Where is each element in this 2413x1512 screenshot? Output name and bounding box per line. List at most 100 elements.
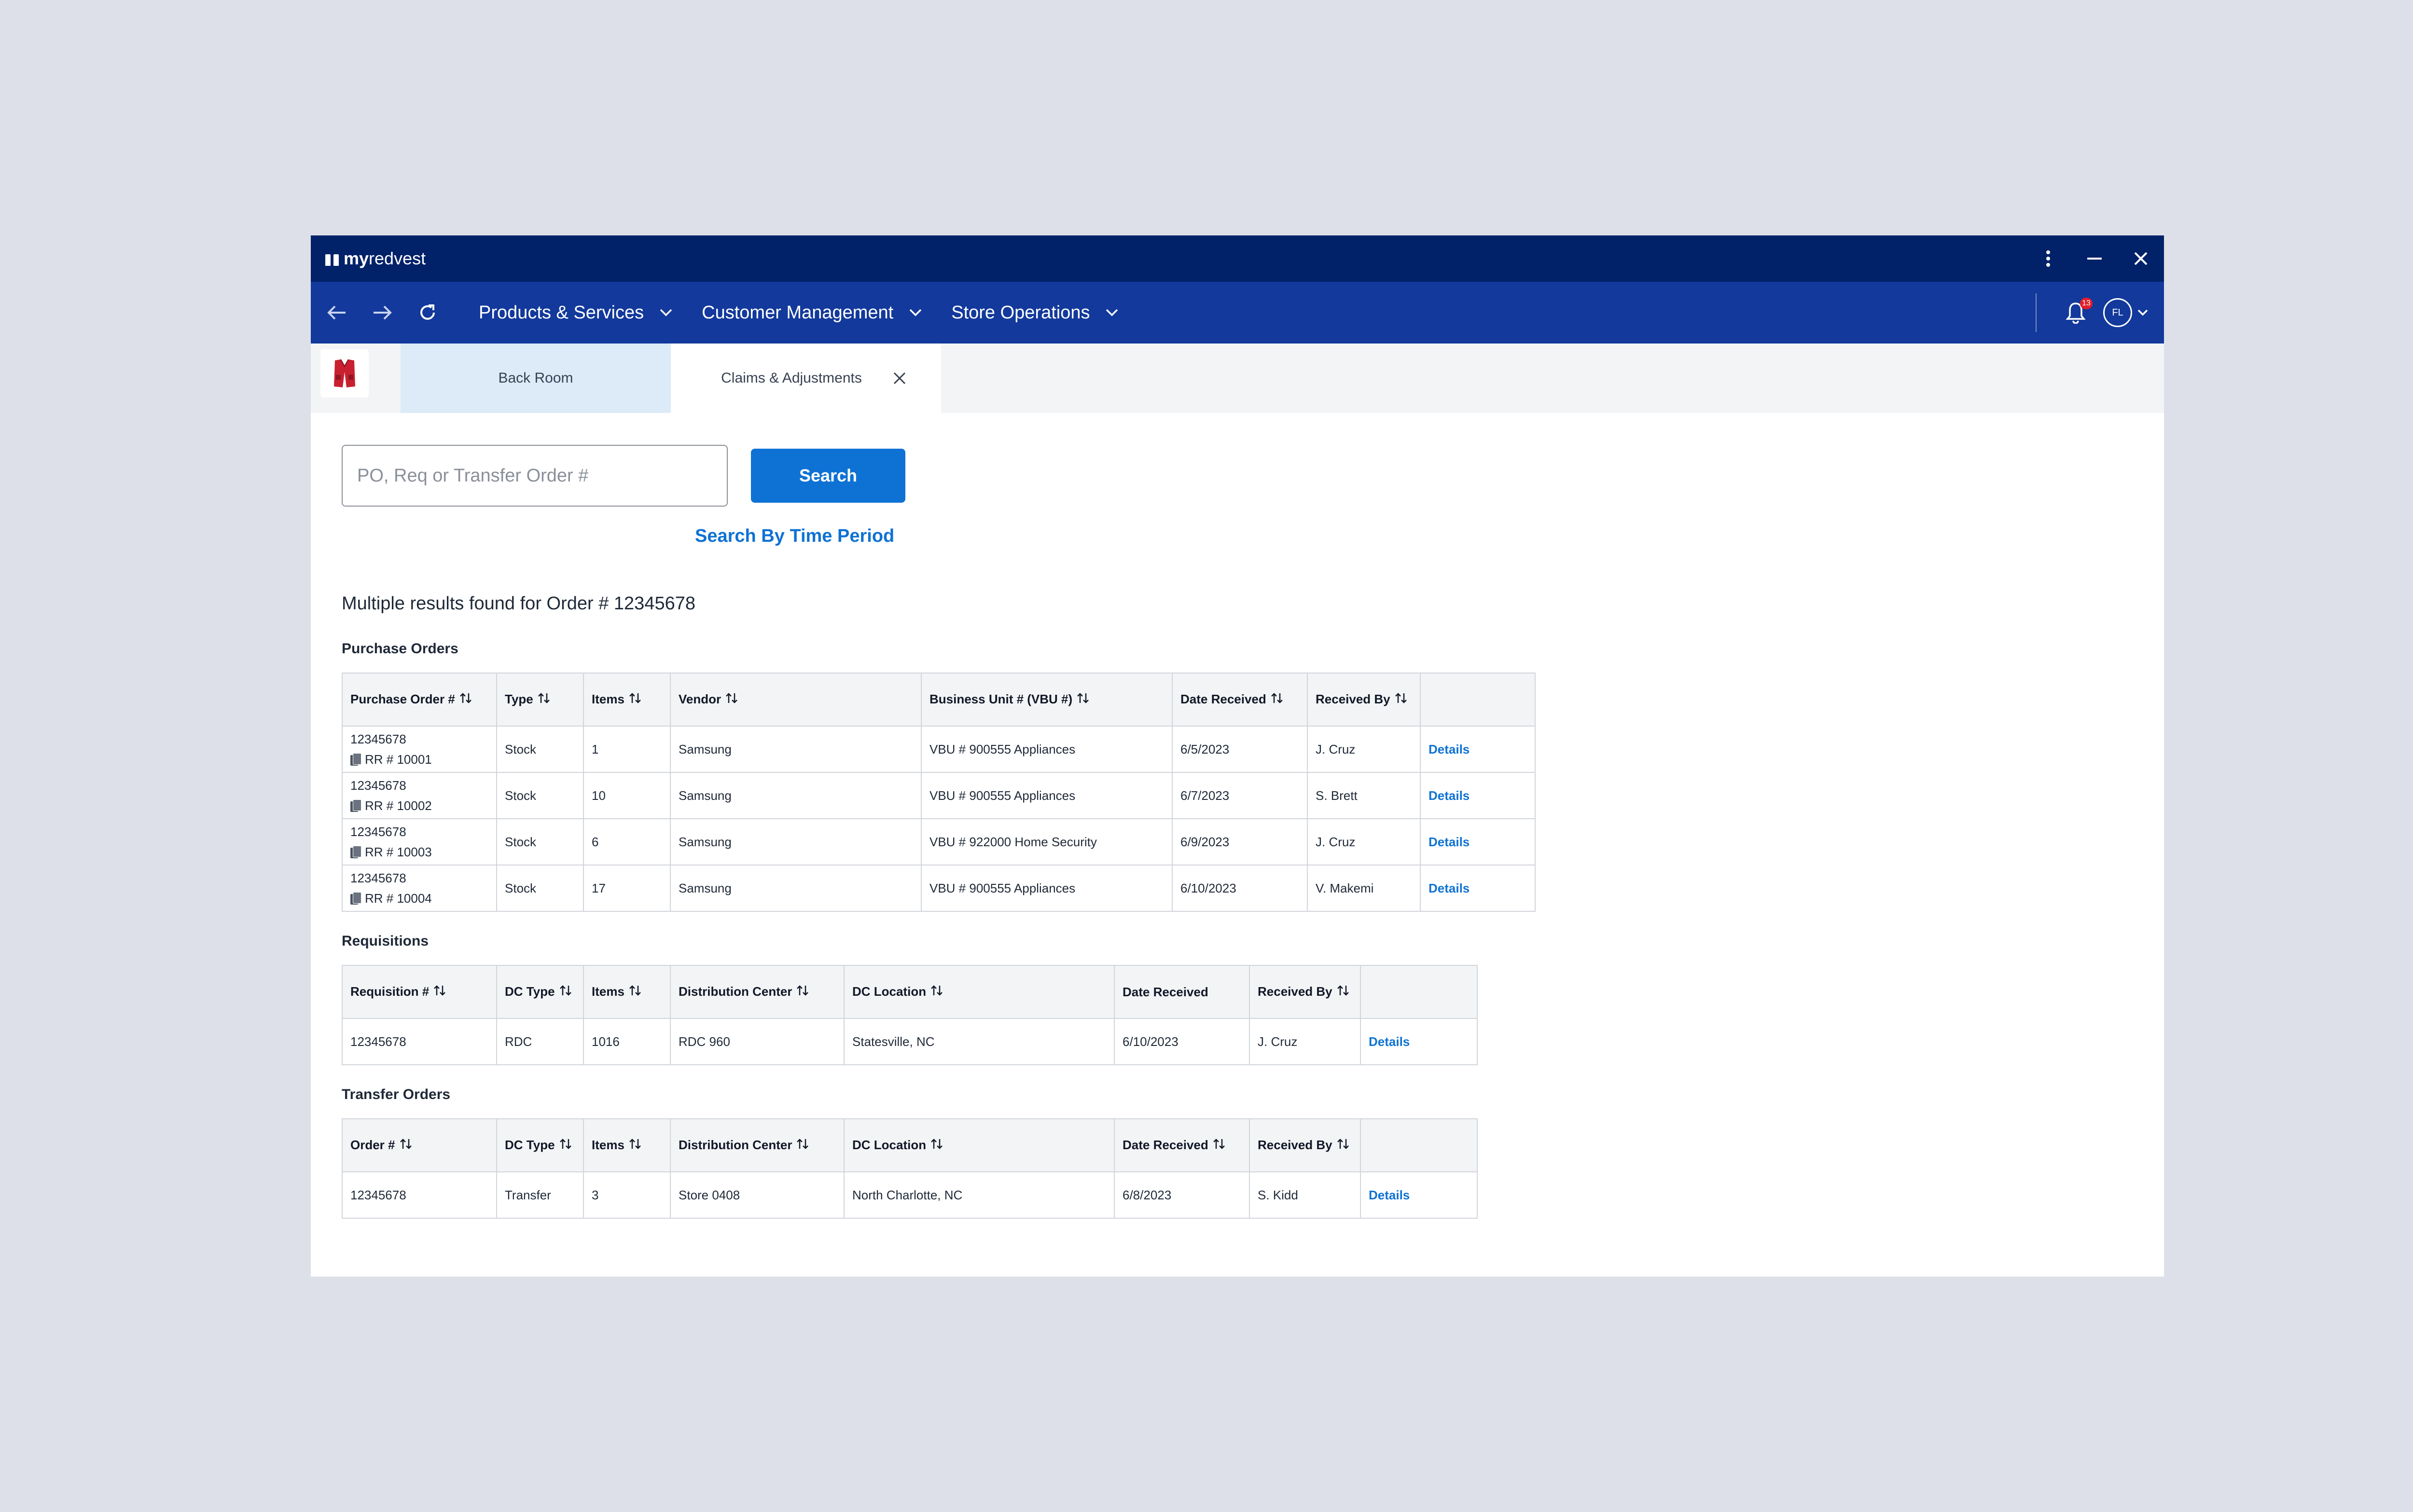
column-header[interactable]: Received By [1307,673,1421,727]
details-link[interactable]: Details [1428,788,1470,803]
date-cell: 6/9/2023 [1172,818,1308,866]
search-button[interactable]: Search [751,449,905,503]
items-cell: 3 [583,1171,671,1219]
sort-icon[interactable] [796,985,809,1000]
table-row: 12345678 RR # 10004 Stock 17 Samsung VBU … [342,865,1536,912]
details-link[interactable]: Details [1428,834,1470,849]
received-by-cell: S. Kidd [1249,1171,1361,1219]
column-header[interactable]: Purchase Order # [342,673,497,727]
sort-icon[interactable] [559,1138,572,1153]
sort-icon[interactable] [930,985,943,1000]
type-cell: Stock [496,772,584,819]
sort-icon[interactable] [399,1138,413,1153]
sort-icon[interactable] [559,985,572,1000]
main-menu: Products & Services Customer Management … [479,302,1119,323]
search-by-time-period-link[interactable]: Search By Time Period [695,526,895,546]
details-link[interactable]: Details [1428,880,1470,895]
vendor-cell: Samsung [670,818,922,866]
sort-icon[interactable] [433,985,446,1000]
po-number: 12345678 [350,871,406,885]
column-header[interactable]: Date Received [1114,965,1250,1019]
sort-icon[interactable] [1394,692,1408,707]
column-header[interactable]: Order # [342,1118,497,1172]
minimize-icon[interactable] [2086,250,2103,267]
column-header-actions [1360,965,1478,1019]
menu-label: Customer Management [702,302,894,323]
sort-icon[interactable] [628,692,642,707]
sort-icon[interactable] [628,985,642,1000]
column-header[interactable]: Distribution Center [670,1118,845,1172]
close-tab-icon[interactable] [892,371,907,386]
details-link[interactable]: Details [1428,742,1470,756]
sort-icon[interactable] [1270,692,1284,707]
column-header[interactable]: Received By [1249,965,1361,1019]
account-menu[interactable]: FL [2103,298,2149,327]
column-header[interactable]: DC Location [844,1118,1115,1172]
sort-icon[interactable] [1336,985,1350,1000]
title-bar: myredvest [311,235,2164,282]
bell-icon [2066,302,2086,324]
sort-icon[interactable] [725,692,738,707]
sort-icon[interactable] [930,1138,943,1153]
more-options-icon[interactable] [2039,250,2057,267]
date-cell: 6/10/2023 [1172,865,1308,912]
details-link[interactable]: Details [1369,1187,1410,1202]
details-link[interactable]: Details [1369,1034,1410,1049]
po-cell: 12345678 RR # 10003 [342,818,497,866]
column-header[interactable]: Received By [1249,1118,1361,1172]
date-cell: 6/10/2023 [1114,1018,1250,1065]
vest-logo-icon[interactable] [320,349,369,398]
column-header[interactable]: DC Type [496,1118,584,1172]
column-header[interactable]: Date Received [1172,673,1308,727]
column-header[interactable]: Business Unit # (VBU #) [921,673,1173,727]
column-header[interactable]: Date Received [1114,1118,1250,1172]
column-header[interactable]: Type [496,673,584,727]
column-header[interactable]: Distribution Center [670,965,845,1019]
column-header[interactable]: DC Type [496,965,584,1019]
forward-arrow-icon[interactable] [372,302,393,323]
order-search-input[interactable] [342,445,728,507]
type-cell: Stock [496,726,584,773]
sort-icon[interactable] [628,1138,642,1153]
back-arrow-icon[interactable] [326,302,347,323]
sort-icon[interactable] [796,1138,809,1153]
po-cell: 12345678 RR # 10002 [342,772,497,819]
date-cell: 6/8/2023 [1114,1171,1250,1219]
column-header[interactable]: Vendor [670,673,922,727]
tab-back-room[interactable]: Back Room [401,344,671,413]
menu-customer-management[interactable]: Customer Management [702,302,922,323]
items-cell: 10 [583,772,671,819]
column-header[interactable]: Items [583,1118,671,1172]
items-cell: 1 [583,726,671,773]
table-row: 12345678 RR # 10001 Stock 1 Samsung VBU #… [342,726,1536,773]
column-header[interactable]: Items [583,965,671,1019]
items-cell: 17 [583,865,671,912]
column-header[interactable]: DC Location [844,965,1115,1019]
column-header[interactable]: Items [583,673,671,727]
purchase-orders-table: Purchase Order # Type Items Vendor Busin… [342,673,1536,912]
table-header-row: Order # DC Type Items Distribution Cente… [342,1118,1478,1172]
requisitions-label: Requisitions [342,933,429,949]
column-header[interactable]: Requisition # [342,965,497,1019]
sort-icon[interactable] [1336,1138,1350,1153]
chevron-down-icon [909,309,922,316]
table-header-row: Requisition # DC Type Items Distribution… [342,965,1478,1019]
results-title: Multiple results found for Order # 12345… [342,593,695,614]
sort-icon[interactable] [459,692,472,707]
sort-icon[interactable] [1076,692,1090,707]
menu-products-services[interactable]: Products & Services [479,302,673,323]
sort-icon[interactable] [1212,1138,1226,1153]
close-window-icon[interactable] [2132,250,2150,267]
avatar: FL [2103,298,2132,327]
order-cell: 12345678 [342,1171,497,1219]
dc-location-cell: Statesville, NC [844,1018,1115,1065]
refresh-icon[interactable] [417,302,438,323]
notifications-button[interactable]: 13 [2064,298,2093,325]
tab-claims-adjustments[interactable]: Claims & Adjustments [671,344,941,413]
sort-icon[interactable] [537,692,551,707]
brand-name: redvest [369,248,426,268]
menu-store-operations[interactable]: Store Operations [951,302,1119,323]
date-cell: 6/5/2023 [1172,726,1308,773]
purchase-orders-label: Purchase Orders [342,641,458,657]
distribution-center-cell: RDC 960 [670,1018,845,1065]
